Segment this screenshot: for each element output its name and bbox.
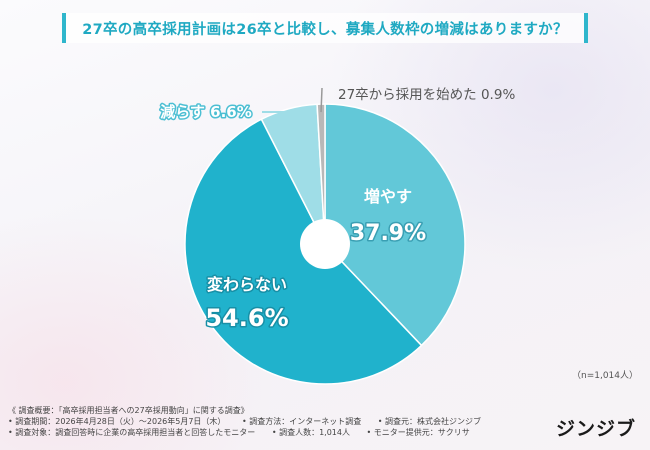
survey-period: • 調査期間：2026年4月28日（火）～2026年5月7日（木） — [8, 417, 226, 426]
summary-title: 《 調査概要：「高卒採用担当者への27卒採用動向」に関する調査》 — [8, 406, 249, 415]
slice-label-2: 減らす 6.6% — [160, 103, 252, 121]
chart-title: 27卒の高卒採用計画は26卒と比較し、募集人数枠の増減はありますか？ — [82, 21, 568, 38]
summary-row-2: • 調査対象：調査回答時に企業の高卒採用担当者と回答したモニター • 調査人数：… — [8, 427, 538, 438]
summary-row-1: • 調査期間：2026年4月28日（火）～2026年5月7日（木） • 調査方法… — [8, 416, 538, 427]
survey-count: • 調査人数：1,014人 — [271, 428, 350, 437]
slice-label-1: 変わらない — [207, 275, 287, 294]
monitor-provider: • モニター提供元：サクリサ — [366, 428, 470, 437]
leader-line-2 — [262, 111, 288, 113]
title-banner: 27卒の高卒採用計画は26卒と比較し、募集人数枠の増減はありますか？ — [62, 13, 588, 43]
survey-source: • 調査元：株式会社ジンジブ — [377, 417, 482, 426]
survey-method: • 調査方法：インターネット調査 — [241, 417, 362, 426]
slice-label-0: 増やす — [364, 187, 412, 206]
slice-label-3: 27卒から採用を始めた 0.9% — [338, 87, 515, 103]
brand-logo: ジンジブ — [555, 418, 636, 440]
survey-summary: 《 調査概要：「高卒採用担当者への27卒採用動向」に関する調査》 • 調査期間：… — [8, 405, 538, 438]
survey-target: • 調査対象：調査回答時に企業の高卒採用担当者と回答したモニター — [8, 428, 256, 437]
sample-size: （n=1,014人） — [571, 371, 638, 381]
slice-value-0: 37.9% — [350, 221, 426, 246]
slice-0 — [324, 103, 466, 347]
slice-value-1: 54.6% — [205, 304, 288, 332]
donut-hole — [300, 219, 350, 269]
leader-line-3 — [320, 87, 323, 113]
